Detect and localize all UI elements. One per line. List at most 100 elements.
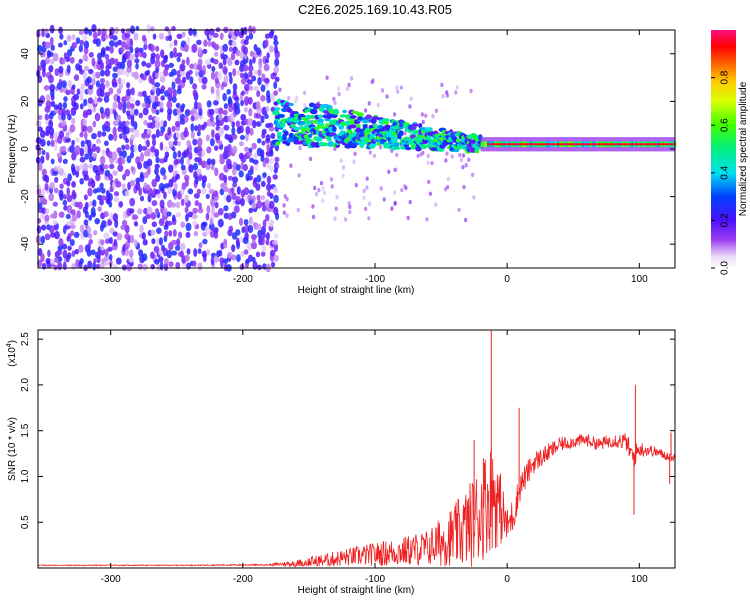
spectrogram-cell: [197, 123, 202, 133]
spectrogram-cell: [218, 62, 224, 69]
spectrogram-cell: [217, 208, 224, 216]
spectrogram-cell: [69, 124, 76, 133]
spectrogram-cell: [218, 127, 224, 136]
spectrogram-cell: [83, 219, 89, 226]
spectrogram-cell: [128, 249, 134, 259]
spectrogram-cell: [454, 90, 458, 95]
spectrogram-cell: [196, 63, 203, 71]
spectrogram-cell: [387, 144, 392, 150]
spectrogram-cell: [88, 84, 94, 90]
spectrogram-cell: [248, 108, 253, 117]
spectrogram-cell: [121, 157, 126, 165]
spectrogram-cell: [94, 251, 101, 259]
spectrogram-cell: [190, 115, 195, 122]
spectrogram-cell: [393, 190, 397, 195]
spectrogram-cell: [184, 254, 190, 262]
spectrogram-cell: [62, 249, 68, 259]
spectrogram-cell: [112, 72, 118, 79]
spectrogram-cell: [376, 102, 380, 108]
spectrogram-cell: [234, 96, 240, 102]
spectrogram-cell: [171, 125, 176, 133]
spectrogram-cell: [471, 172, 475, 178]
spectrogram-cell: [188, 27, 194, 36]
spectrogram-cell: [151, 238, 156, 245]
spectrogram-cell: [213, 59, 219, 65]
spectrogram-cell: [90, 206, 96, 216]
spectrogram-cell: [406, 215, 410, 220]
spectrogram-cell: [82, 162, 89, 172]
spectrogram-cell: [134, 47, 140, 53]
x-tick-label: 0: [504, 274, 510, 285]
spectrogram-cell: [116, 233, 123, 241]
spectrogram-cell: [91, 78, 96, 86]
spectrogram-cell: [45, 208, 50, 215]
spectrogram-cell: [129, 107, 136, 116]
spectrogram-cell: [210, 256, 215, 266]
spectrogram-cell: [196, 131, 201, 137]
spectrogram-cell: [215, 87, 220, 97]
spectrogram-cell: [124, 32, 131, 39]
snr-scale-prefix: (x10: [7, 347, 18, 367]
spectrogram-cell: [218, 172, 225, 181]
spectrogram-cell: [206, 100, 212, 108]
spectrogram-cell: [37, 162, 43, 171]
spectrogram-cell: [223, 181, 228, 187]
spectrogram-cell: [238, 125, 244, 134]
colorbar-scale: [711, 30, 736, 268]
spectrogram-cell: [170, 202, 177, 208]
spectrogram-cell: [188, 164, 194, 173]
spectrogram-cell: [59, 33, 64, 40]
spectrogram-cell: [321, 198, 325, 203]
spectrogram-cell: [48, 51, 54, 57]
spectrogram-cell: [213, 190, 219, 197]
spectrogram-cell: [272, 239, 278, 246]
spectrogram-cell: [457, 207, 461, 212]
spectrogram-cell: [427, 179, 431, 185]
spectrogram-cell: [190, 131, 195, 139]
spectrogram-cell: [240, 197, 245, 207]
spectrogram-cell: [150, 52, 156, 59]
spectrogram-cell: [94, 112, 101, 122]
spectrogram-cell: [315, 191, 319, 197]
spectrogram-cell: [45, 56, 50, 65]
spectrogram-cell: [257, 229, 262, 239]
spectrogram-cell: [273, 194, 279, 203]
y-tick-label: 1.0: [20, 469, 31, 483]
spectrogram-cell: [155, 156, 160, 164]
spectrogram-cell: [67, 252, 72, 259]
spectrogram-cell: [104, 80, 110, 88]
x-tick-label: 0: [504, 574, 510, 585]
spectrogram-cell: [273, 40, 279, 46]
spectrogram-cell: [141, 253, 148, 262]
spectrogram-cell: [146, 24, 151, 33]
spectrogram-cell: [115, 181, 122, 188]
spectrogram-cell: [44, 41, 51, 49]
spectrogram-cell: [49, 84, 56, 92]
spectrogram-cell: [469, 88, 473, 94]
spectrogram-cell: [164, 258, 169, 265]
spectrogram-cell: [111, 151, 118, 161]
spectrogram-cell: [143, 119, 148, 126]
spectrogram-cell: [48, 74, 54, 84]
spectrogram-cell: [159, 199, 165, 209]
spectrogram-cell: [205, 212, 210, 221]
spectrogram-cell: [108, 87, 114, 95]
spectrogram-cell: [146, 166, 151, 176]
spectrogram-cell: [179, 250, 184, 258]
spectrogram-cell: [121, 150, 127, 159]
spectrogram-cell: [108, 133, 114, 141]
spectrogram-cell: [357, 115, 363, 121]
spectrogram-cell: [139, 51, 144, 58]
spectrogram-cell: [368, 150, 372, 155]
spectrogram-cell: [193, 62, 198, 71]
spectrogram-cell: [49, 225, 55, 234]
spectrogram-cell: [217, 218, 224, 228]
spectrogram-cell: [325, 113, 333, 120]
spectrogram-cell: [154, 167, 159, 176]
spectrogram-cell: [219, 153, 224, 160]
spectrogram-cell: [100, 239, 105, 246]
spectrogram-cell: [109, 227, 115, 234]
spectrogram-cell: [124, 233, 131, 240]
spectrogram-cell: [213, 145, 219, 151]
colorbar-label: Normalized spectral amplitude: [738, 81, 749, 216]
